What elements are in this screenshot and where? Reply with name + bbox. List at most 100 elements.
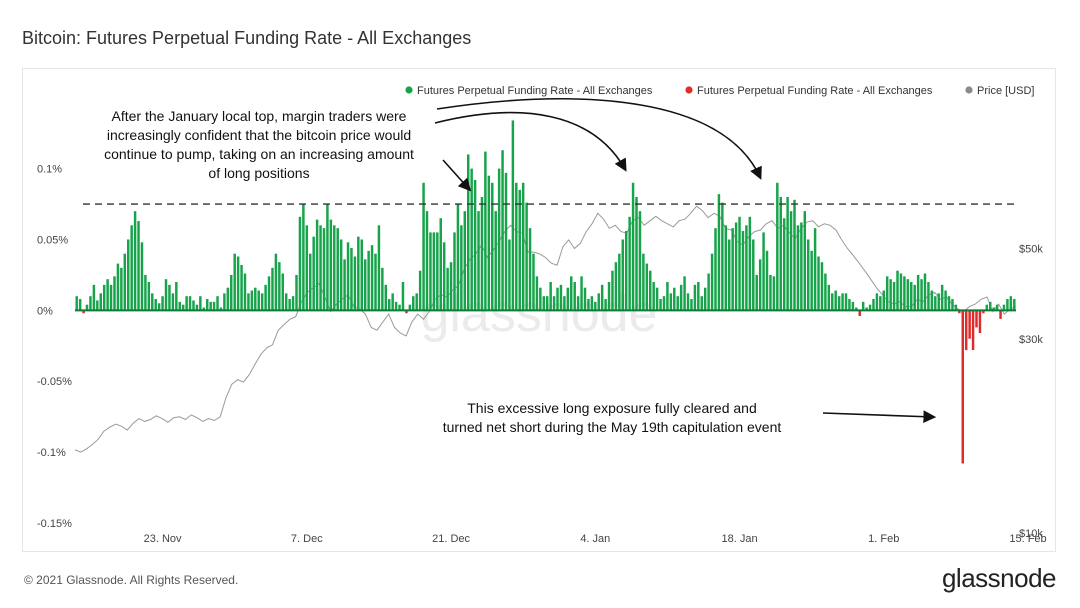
bar-positive <box>175 282 178 311</box>
bar-positive <box>309 253 312 311</box>
bar-positive <box>728 239 731 311</box>
bar-positive <box>154 299 157 311</box>
bar-positive <box>449 262 453 311</box>
bar-positive <box>223 293 226 311</box>
bar-positive <box>861 301 865 311</box>
bar-positive <box>319 225 322 311</box>
bar-positive <box>834 290 837 311</box>
bar-positive <box>769 274 772 311</box>
bar-positive <box>707 273 710 311</box>
bar-positive <box>752 239 755 311</box>
x-axis: 23. Nov 7. Dec 21. Dec 4. Jan 18. Jan 1. Feb 1… <box>144 533 1047 545</box>
arrow-to-may-capitulation <box>822 410 937 424</box>
bar-negative <box>978 310 982 334</box>
bar-positive <box>336 228 339 311</box>
bar-positive <box>563 296 566 311</box>
bar-negative <box>958 310 961 314</box>
bar-positive <box>302 204 305 311</box>
bar-positive <box>920 279 923 311</box>
bar-positive <box>628 216 631 311</box>
annotation-top-line: of long positions <box>208 165 309 181</box>
bar-positive <box>693 284 697 311</box>
bar-positive <box>487 175 491 311</box>
bar-positive <box>157 303 161 311</box>
bar-positive <box>298 216 302 311</box>
bar-positive <box>113 276 116 311</box>
bar-positive <box>566 287 570 311</box>
bar-positive <box>913 284 916 311</box>
bar-positive <box>789 211 793 311</box>
legend-label: Futures Perpetual Funding Rate - All Exc… <box>697 85 933 97</box>
bar-positive <box>429 232 432 311</box>
bar-positive <box>717 194 721 311</box>
bar-positive <box>944 290 947 311</box>
bar-positive <box>923 273 927 311</box>
bar-positive <box>700 296 703 311</box>
bar-positive <box>436 232 439 311</box>
bar-positive <box>738 216 741 311</box>
bar-positive <box>329 219 333 311</box>
bar-positive <box>484 151 487 311</box>
bar-positive <box>412 296 415 311</box>
annotation-top: After the January local top, margin trad… <box>104 108 414 181</box>
bar-positive <box>123 253 127 311</box>
y-right-tick-label: $30k <box>1019 334 1043 346</box>
bar-positive <box>810 250 813 311</box>
arrow-to-april <box>436 98 762 180</box>
bar-positive <box>525 202 528 311</box>
bar-positive <box>339 239 343 311</box>
bar-positive <box>916 274 920 311</box>
legend-marker <box>405 86 413 94</box>
bar-positive <box>642 253 645 311</box>
legend-label: Price [USD] <box>977 85 1034 97</box>
bar-positive <box>875 293 879 311</box>
bar-positive <box>398 304 401 311</box>
bar-positive <box>205 299 209 311</box>
bar-positive <box>892 282 896 311</box>
bar-positive <box>841 293 844 311</box>
y-left-tick-label: -0.1% <box>37 447 66 459</box>
bar-positive <box>315 219 319 311</box>
legend-marker <box>965 86 973 94</box>
bar-positive <box>133 211 137 311</box>
bar-positive <box>989 301 992 311</box>
bar-positive <box>539 287 542 311</box>
bar-negative <box>961 310 964 464</box>
annotation-top-line: increasingly confident that the bitcoin … <box>107 127 411 143</box>
bar-positive <box>178 301 181 311</box>
bar-positive <box>714 228 717 311</box>
bar-positive <box>388 299 391 311</box>
bar-positive <box>570 276 573 311</box>
bar-positive <box>226 287 230 311</box>
bar-positive <box>899 273 903 311</box>
bar-positive <box>446 267 449 311</box>
bar-positive <box>181 304 185 311</box>
bar-positive <box>655 287 659 311</box>
bar-positive <box>927 282 930 311</box>
chart-frame: glassnode 0.1% 0.05% 0% -0.05% -0.1% -0.15% $… <box>22 68 1056 552</box>
bar-positive <box>679 284 683 311</box>
price-series-line <box>74 205 1017 453</box>
bar-positive <box>439 218 442 311</box>
bar-positive <box>185 296 188 311</box>
bar-positive <box>1013 299 1016 311</box>
bar-positive <box>305 225 309 311</box>
bar-positive <box>703 287 707 311</box>
bar-positive <box>442 242 446 311</box>
y-left-tick-label: -0.05% <box>37 376 72 388</box>
bar-positive <box>745 225 748 311</box>
bar-positive <box>528 228 532 311</box>
bar-positive <box>844 293 848 311</box>
bar-positive <box>295 274 298 311</box>
bar-positive <box>408 304 412 311</box>
bar-positive <box>614 262 618 311</box>
bar-positive <box>460 225 463 311</box>
bar-positive <box>532 253 535 311</box>
bar-positive <box>127 239 130 311</box>
bar-negative <box>975 310 978 328</box>
y-right-axis: $50k $30k $10k <box>1019 243 1043 540</box>
bar-positive <box>782 218 786 311</box>
bar-positive <box>573 282 576 311</box>
bar-positive <box>333 225 336 311</box>
bar-positive <box>497 168 501 311</box>
